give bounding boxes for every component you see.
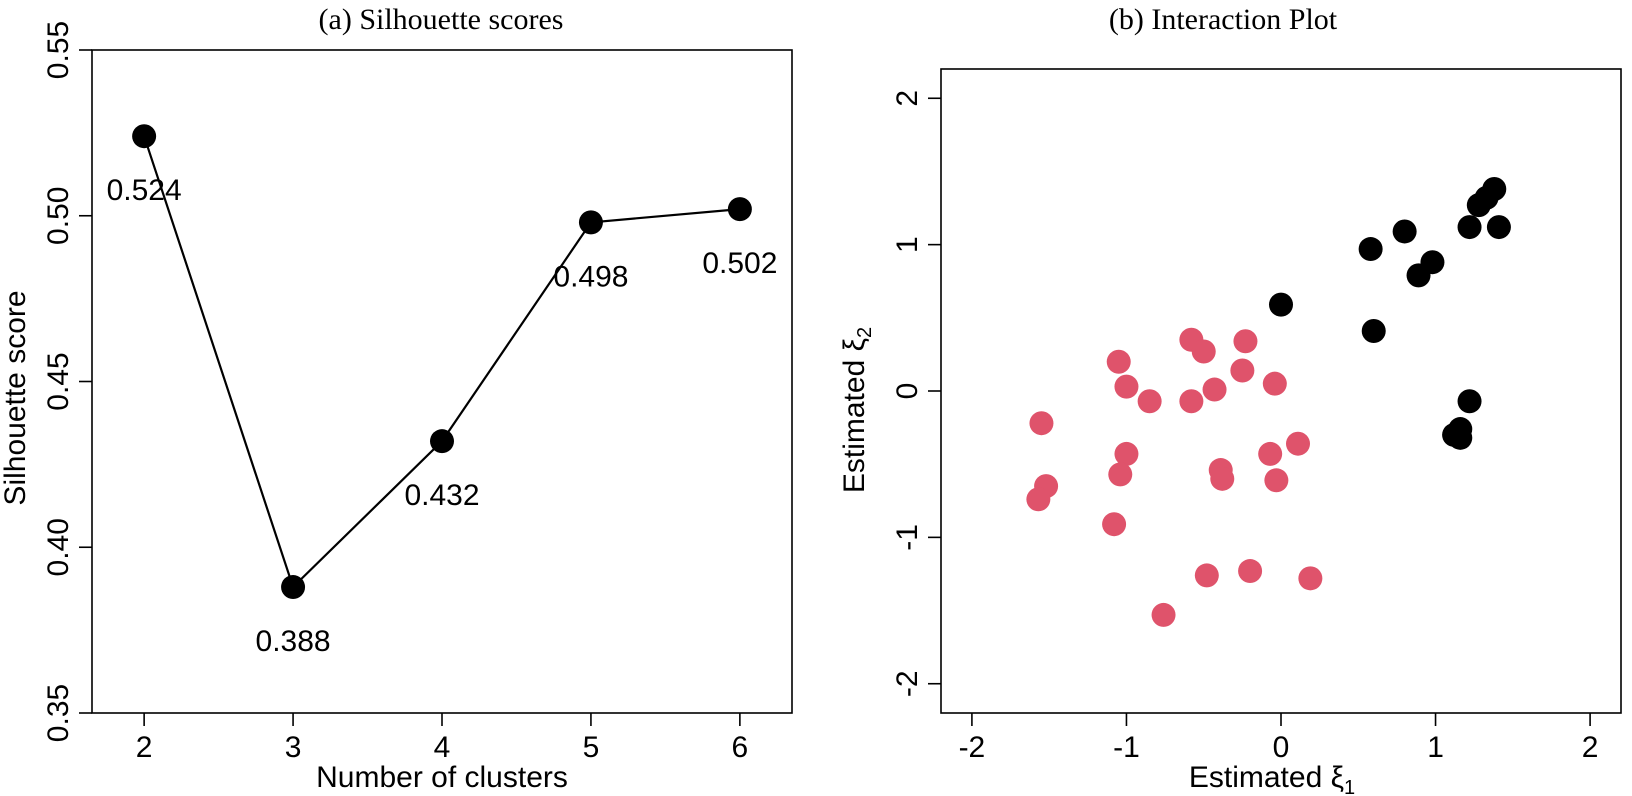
interaction-point-red xyxy=(1191,339,1216,364)
interaction-x-label: Estimated ξ1 xyxy=(1189,761,1355,796)
silhouette-point xyxy=(132,124,157,149)
interaction-point-red xyxy=(1179,389,1204,414)
interaction-point-black xyxy=(1486,215,1511,240)
interaction-point-red xyxy=(1233,329,1258,354)
interaction-point-red xyxy=(1202,377,1227,402)
interaction-point-black xyxy=(1358,237,1383,262)
silhouette-data-label: 0.524 xyxy=(107,174,182,207)
interaction-x-tick-label: 0 xyxy=(1273,731,1290,764)
interaction-point-red xyxy=(1114,374,1139,399)
interaction-point-black xyxy=(1482,177,1507,202)
silhouette-x-tick-label: 4 xyxy=(434,731,451,764)
silhouette-y-tick-label: 0.40 xyxy=(42,518,75,576)
interaction-point-red xyxy=(1106,349,1131,374)
silhouette-panel: (a) Silhouette scores 2 3 4 5 6 0.35 0.40 0.45… xyxy=(0,3,793,794)
interaction-point-red xyxy=(1298,566,1323,591)
silhouette-y-axis: 0.35 0.40 0.45 0.50 0.55 xyxy=(42,21,92,742)
silhouette-data-label: 0.432 xyxy=(404,479,479,512)
interaction-y-tick-label: 0 xyxy=(891,383,924,400)
interaction-point-red xyxy=(1114,441,1139,466)
silhouette-x-axis: 2 3 4 5 6 xyxy=(136,713,748,764)
interaction-point-red xyxy=(1029,411,1054,436)
interaction-point-black xyxy=(1361,318,1386,343)
silhouette-point xyxy=(430,429,454,454)
interaction-point-red xyxy=(1262,371,1287,396)
silhouette-x-tick-label: 6 xyxy=(732,731,749,764)
interaction-point-red xyxy=(1258,441,1283,466)
silhouette-x-tick-label: 2 xyxy=(136,731,153,764)
interaction-point-red xyxy=(1137,389,1162,414)
interaction-point-red xyxy=(1194,563,1219,588)
interaction-y-label: Estimated ξ2 xyxy=(838,327,876,493)
silhouette-point xyxy=(578,210,603,235)
interaction-point-red xyxy=(1230,358,1255,383)
silhouette-points xyxy=(132,124,752,600)
silhouette-title: (a) Silhouette scores xyxy=(319,3,564,36)
silhouette-point xyxy=(281,575,306,600)
interaction-point-black xyxy=(1269,292,1293,317)
interaction-x-axis: -2 -1 0 1 2 xyxy=(959,713,1599,764)
interaction-point-red xyxy=(1108,462,1133,487)
interaction-point-red xyxy=(1286,431,1310,456)
silhouette-point-labels: 0.524 0.388 0.432 0.498 0.502 xyxy=(107,174,778,658)
interaction-y-tick-label: 2 xyxy=(891,90,924,107)
interaction-point-black xyxy=(1406,263,1431,288)
silhouette-y-label: Silhouette score xyxy=(0,290,32,505)
interaction-title: (b) Interaction Plot xyxy=(1109,3,1338,36)
silhouette-y-tick-label: 0.55 xyxy=(42,21,75,79)
silhouette-y-tick-label: 0.35 xyxy=(42,684,75,742)
interaction-point-red xyxy=(1151,602,1176,627)
interaction-y-tick-label: 1 xyxy=(891,236,924,253)
silhouette-series-line xyxy=(143,135,740,590)
interaction-point-red xyxy=(1238,559,1263,584)
silhouette-data-label: 0.502 xyxy=(702,247,777,280)
silhouette-x-tick-label: 3 xyxy=(285,731,302,764)
interaction-point-black xyxy=(1457,215,1482,240)
interaction-x-tick-label: 1 xyxy=(1427,731,1444,764)
interaction-x-tick-label: 2 xyxy=(1582,731,1599,764)
interaction-y-axis: -2 -1 0 1 2 xyxy=(891,90,941,697)
silhouette-plot-frame xyxy=(91,49,793,714)
interaction-y-tick-label: -2 xyxy=(891,670,924,697)
interaction-point-red xyxy=(1102,512,1127,537)
interaction-x-tick-label: -1 xyxy=(1113,731,1140,764)
silhouette-point xyxy=(727,197,752,222)
silhouette-data-label: 0.388 xyxy=(256,625,331,658)
interaction-panel: (b) Interaction Plot -2 -1 0 1 2 -2 -1 0 1 2 Est… xyxy=(838,3,1622,796)
interaction-y-tick-label: -1 xyxy=(891,524,924,551)
interaction-point-red xyxy=(1264,468,1289,493)
interaction-point-black xyxy=(1392,219,1417,244)
interaction-points xyxy=(1026,177,1511,627)
silhouette-x-tick-label: 5 xyxy=(583,731,600,764)
silhouette-data-label: 0.498 xyxy=(553,260,628,293)
silhouette-y-tick-label: 0.50 xyxy=(42,187,75,245)
interaction-x-tick-label: -2 xyxy=(959,731,986,764)
interaction-point-black xyxy=(1448,425,1473,450)
interaction-point-black xyxy=(1457,389,1482,414)
interaction-point-red xyxy=(1210,466,1235,491)
interaction-point-red xyxy=(1026,487,1051,512)
silhouette-x-label: Number of clusters xyxy=(316,761,568,794)
silhouette-y-tick-label: 0.45 xyxy=(42,352,75,410)
